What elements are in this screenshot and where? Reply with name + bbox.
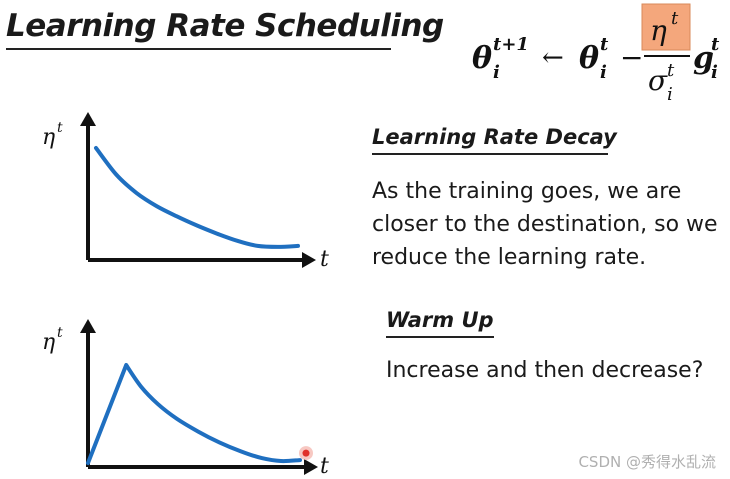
decay-heading: Learning Rate Decay [372, 125, 617, 149]
warmup-heading: Warm Up [386, 308, 494, 332]
formula-g: g [693, 41, 714, 76]
decay-heading-underline [372, 153, 608, 155]
decay-chart: η t t [42, 112, 329, 270]
formula-eta-sup: t [671, 8, 679, 29]
title-underline [6, 48, 391, 50]
warmup-chart-xlabel: t [320, 454, 329, 479]
decay-chart-x-arrowhead [302, 252, 316, 268]
warmup-chart-ylabel: η [42, 330, 55, 355]
decay-chart-ylabel-sup: t [57, 120, 63, 136]
formula-sigma: σ [648, 64, 668, 97]
update-formula: θ t+1 i ← θ t i − η t σ t i g t i [472, 3, 720, 105]
warmup-chart-ylabel-sup: t [57, 325, 63, 341]
formula-sigma-sub: i [667, 84, 673, 105]
csdn-watermark: CSDN @秀得水乱流 [578, 453, 716, 471]
slide-title: Learning Rate Scheduling [6, 8, 444, 44]
warmup-heading-underline [386, 336, 494, 338]
formula-arrow: ← [542, 43, 564, 73]
formula-theta-rhs: θ [579, 41, 599, 76]
warmup-chart-y-arrowhead [80, 319, 96, 333]
formula-rhs-sub: i [600, 62, 607, 83]
formula-lhs-sup: t+1 [493, 34, 529, 55]
warmup-chart-x-arrowhead [304, 459, 318, 475]
formula-g-sup: t [711, 34, 720, 55]
warmup-chart: η t t [42, 319, 329, 479]
formula-eta: η [650, 14, 667, 47]
formula-minus: − [620, 41, 643, 74]
formula-theta-lhs: θ [472, 41, 492, 76]
warmup-chart-curve [86, 363, 302, 465]
decay-line-3: reduce the learning rate. [372, 245, 647, 270]
warmup-text: Increase and then decrease? [386, 358, 704, 383]
formula-sigma-sup: t [667, 60, 675, 81]
decay-chart-ylabel: η [42, 125, 55, 150]
decay-chart-xlabel: t [320, 247, 329, 270]
formula-g-sub: i [711, 62, 718, 83]
decay-line-2: closer to the destination, so we [372, 212, 718, 237]
formula-lhs-sub: i [493, 62, 500, 83]
formula-rhs-sup: t [600, 34, 609, 55]
decay-chart-y-arrowhead [80, 112, 96, 126]
eta-highlight-box [641, 3, 691, 51]
cursor-dot [302, 449, 310, 457]
decay-chart-curve [94, 146, 300, 249]
decay-line-1: As the training goes, we are [372, 179, 682, 204]
